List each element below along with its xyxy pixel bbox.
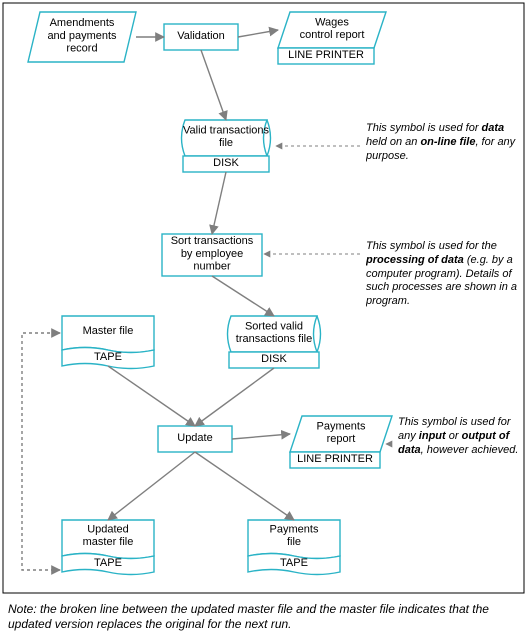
- feedback-arrow: [22, 333, 60, 570]
- input-node: Amendmentsand paymentsrecord: [28, 12, 136, 62]
- svg-text:master file: master file: [83, 536, 134, 548]
- flow-arrow: [108, 452, 195, 520]
- svg-text:TAPE: TAPE: [94, 351, 122, 363]
- svg-text:TAPE: TAPE: [280, 557, 308, 569]
- svg-text:Validation: Validation: [177, 30, 225, 42]
- flow-arrow: [195, 452, 294, 520]
- process-node: Sort transactionsby employeenumber: [162, 234, 262, 276]
- svg-text:Update: Update: [177, 432, 212, 444]
- svg-text:DISK: DISK: [261, 353, 287, 365]
- flow-arrow: [212, 172, 226, 234]
- annotation-text: This symbol is used for any input or out…: [398, 416, 520, 536]
- svg-text:LINE PRINTER: LINE PRINTER: [288, 49, 364, 61]
- tape-node: Updatedmaster file TAPE: [62, 520, 154, 575]
- tape-node: Paymentsfile TAPE: [248, 520, 340, 575]
- svg-text:transactions file: transactions file: [236, 333, 312, 345]
- flow-arrow: [195, 368, 274, 426]
- svg-text:Amendments: Amendments: [50, 17, 115, 29]
- annotation-text: This symbol is used for the processing o…: [366, 240, 522, 360]
- tape-node: Master file TAPE: [62, 316, 154, 369]
- svg-text:Wages: Wages: [315, 17, 349, 29]
- svg-text:Valid transactions: Valid transactions: [183, 125, 270, 137]
- svg-text:DISK: DISK: [213, 157, 239, 169]
- flow-arrow: [201, 50, 226, 120]
- disk-node: Sorted validtransactions file DISK: [228, 316, 321, 368]
- flow-arrow: [232, 434, 290, 439]
- svg-text:by employee: by employee: [181, 248, 243, 260]
- svg-text:number: number: [193, 261, 231, 273]
- annotation-text: This symbol is used for data held on an …: [366, 122, 516, 242]
- svg-text:file: file: [219, 137, 233, 149]
- footer-note: Note: the broken line between the update…: [0, 596, 527, 642]
- svg-text:report: report: [327, 433, 356, 445]
- svg-text:control report: control report: [300, 29, 365, 41]
- svg-text:record: record: [66, 43, 97, 55]
- output-node: Wagescontrol report LINE PRINTER: [278, 12, 386, 64]
- process-node: Validation: [164, 24, 238, 50]
- flow-arrow: [238, 30, 278, 37]
- output-node: Paymentsreport LINE PRINTER: [290, 416, 392, 468]
- flow-arrow: [108, 366, 195, 426]
- svg-text:Payments: Payments: [317, 421, 366, 433]
- svg-text:Master file: Master file: [83, 325, 134, 337]
- disk-node: Valid transactionsfile DISK: [182, 120, 271, 172]
- svg-text:file: file: [287, 536, 301, 548]
- process-node: Update: [158, 426, 232, 452]
- svg-text:Sort transactions: Sort transactions: [171, 235, 254, 247]
- svg-text:Payments: Payments: [270, 524, 319, 536]
- svg-text:Updated: Updated: [87, 524, 129, 536]
- svg-text:Sorted valid: Sorted valid: [245, 321, 303, 333]
- svg-text:TAPE: TAPE: [94, 557, 122, 569]
- flow-arrow: [212, 276, 274, 316]
- svg-text:LINE PRINTER: LINE PRINTER: [297, 453, 373, 465]
- svg-text:and payments: and payments: [47, 30, 117, 42]
